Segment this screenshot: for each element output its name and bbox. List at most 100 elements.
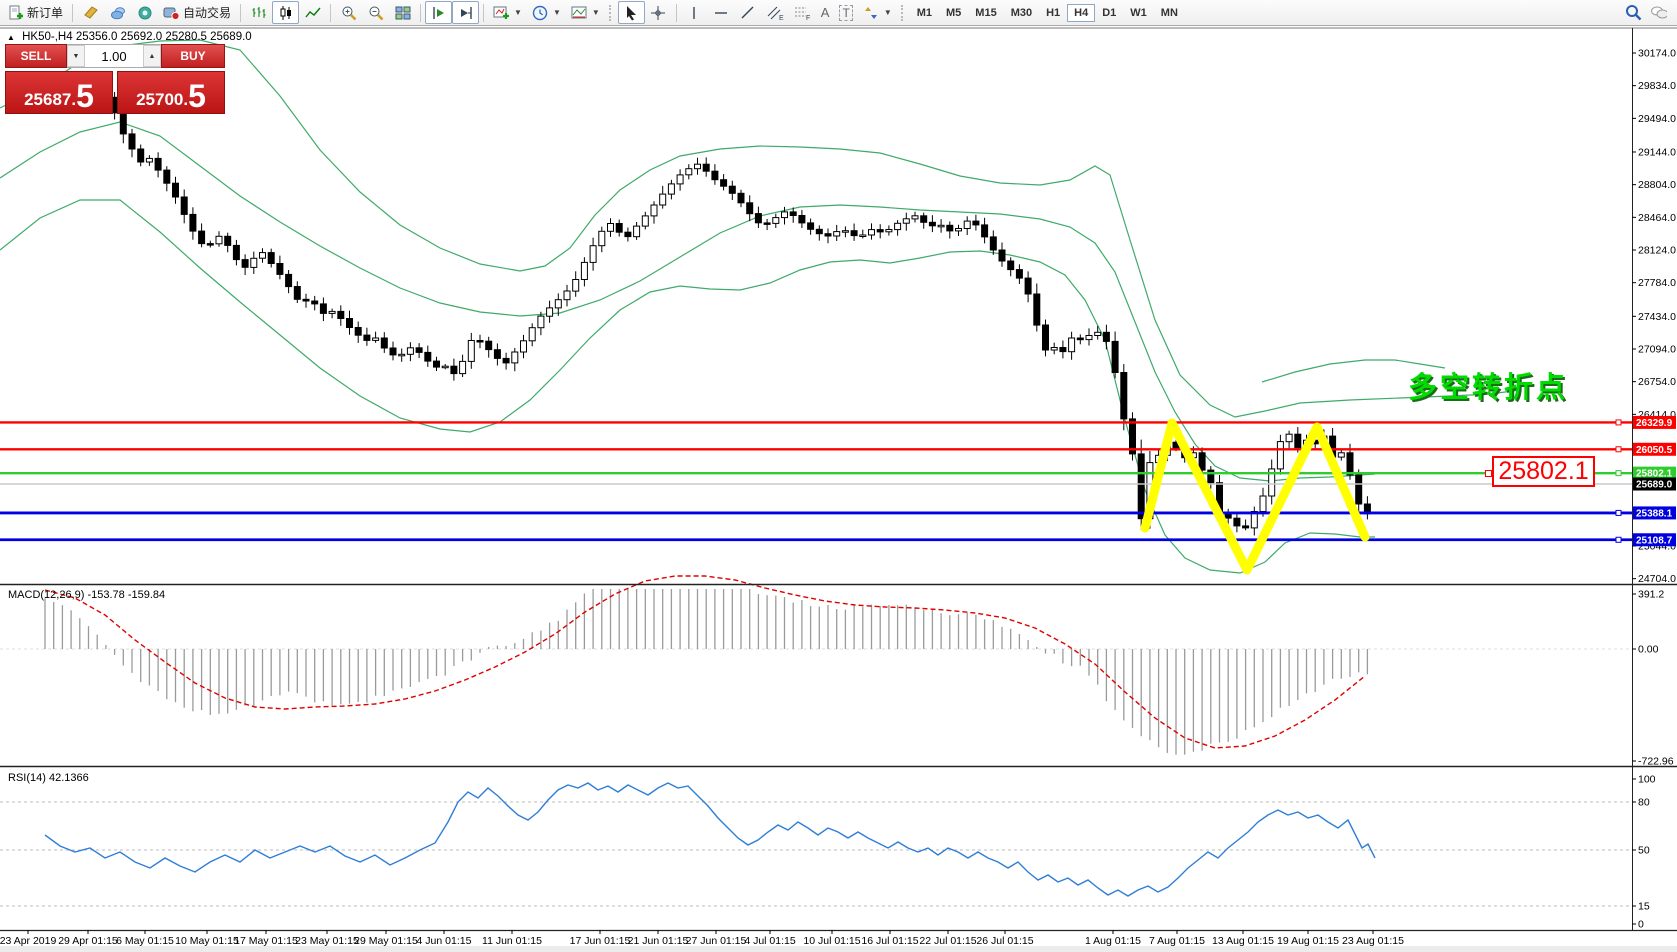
svg-text:E: E	[779, 15, 784, 21]
timeframe-m15[interactable]: M15	[975, 6, 997, 19]
svg-text:22 Jul 01:15: 22 Jul 01:15	[919, 935, 976, 947]
svg-text:10 May 01:15: 10 May 01:15	[175, 935, 239, 947]
bid-price-dot: .	[71, 90, 77, 109]
svg-text:0.00: 0.00	[1638, 644, 1659, 656]
svg-text:24704.0: 24704.0	[1638, 573, 1676, 585]
trendline-button[interactable]	[735, 1, 762, 24]
svg-text:4 Jun 01:15: 4 Jun 01:15	[417, 935, 472, 947]
candles-layer	[41, 85, 1371, 536]
price-target-box[interactable]: 25802.1	[1492, 456, 1595, 487]
auto-scroll-button[interactable]	[425, 1, 453, 24]
chart-shift-icon	[457, 4, 474, 21]
svg-text:27094.0: 27094.0	[1638, 343, 1676, 355]
ask-price-pips: 5	[188, 78, 206, 114]
tile-windows-button[interactable]	[389, 1, 416, 24]
search-icon[interactable]	[1625, 4, 1642, 21]
templates-button[interactable]: ▼	[566, 1, 605, 24]
bar-chart-button[interactable]	[245, 1, 272, 24]
shapes-button[interactable]: ▼	[858, 1, 897, 24]
volume-down-button[interactable]: ▼	[67, 45, 85, 67]
timeframe-h4[interactable]: H4	[1067, 3, 1096, 22]
svg-text:6 May 01:15: 6 May 01:15	[116, 935, 174, 947]
autotrading-button[interactable]: 自动交易	[158, 1, 236, 24]
sell-button[interactable]: SELL	[5, 44, 67, 68]
volume-up-button[interactable]: ▲	[143, 45, 161, 67]
template-icon	[571, 4, 588, 21]
svg-text:17 Jun 01:15: 17 Jun 01:15	[570, 935, 631, 947]
svg-text:100: 100	[1638, 774, 1656, 786]
new-order-button[interactable]: 新订单	[2, 1, 68, 24]
line-chart-button[interactable]	[299, 1, 326, 24]
crosshair-button[interactable]	[645, 1, 672, 24]
chevron-down-icon: ▼	[591, 8, 600, 17]
svg-text:25388.1: 25388.1	[1636, 508, 1673, 519]
autotrading-label: 自动交易	[183, 6, 232, 20]
autotrading-icon	[163, 4, 180, 21]
chevron-down-icon: ▼	[514, 8, 522, 17]
svg-text:0: 0	[1638, 919, 1644, 931]
toolbar-grip[interactable]	[608, 4, 614, 21]
equidistant-channel-icon: E	[767, 4, 784, 21]
terminal-button[interactable]	[131, 1, 158, 24]
timeframe-m30[interactable]: M30	[1010, 6, 1033, 19]
zigzag-annotation[interactable]	[1140, 418, 1370, 575]
svg-text:25802.1: 25802.1	[1636, 469, 1673, 480]
timeframe-m5[interactable]: M5	[946, 6, 962, 19]
svg-text:27434.0: 27434.0	[1638, 311, 1676, 323]
bid-price-panel[interactable]: 25687. 5	[5, 71, 113, 114]
periods-button[interactable]: ▼	[527, 1, 566, 24]
chart-shift-button[interactable]	[452, 1, 480, 24]
channel-button[interactable]: E	[762, 1, 789, 24]
market-watch-button[interactable]	[77, 1, 104, 24]
svg-text:29144.0: 29144.0	[1638, 146, 1676, 158]
navigator-button[interactable]	[104, 1, 131, 24]
chart-window-header: ▲ HK50-,H4 25356.0 25692.0 25280.5 25689…	[7, 31, 252, 43]
timeframe-mn[interactable]: MN	[1160, 6, 1178, 19]
timeframe-w1[interactable]: W1	[1130, 6, 1147, 19]
new-chart-button[interactable]: ▼	[488, 1, 527, 24]
svg-text:23 Apr 2019: 23 Apr 2019	[0, 935, 56, 947]
collapse-triangle-icon[interactable]: ▲	[7, 33, 15, 42]
svg-text:28124.0: 28124.0	[1638, 245, 1676, 257]
svg-text:23 May 01:15: 23 May 01:15	[295, 935, 359, 947]
cursor-button[interactable]	[617, 1, 645, 24]
bottom-edge-strip	[0, 946, 1677, 952]
horizontal-lines-layer[interactable]	[0, 419, 1632, 543]
bollinger-bands-layer	[0, 39, 1521, 574]
zoom-out-button[interactable]	[362, 1, 389, 24]
svg-text:80: 80	[1638, 797, 1650, 809]
market-watch-icon	[82, 4, 99, 21]
zoom-in-button[interactable]	[335, 1, 362, 24]
indicator-axes[interactable]: 391.2 0.00 -722.96 100 80 50 15 0	[1632, 589, 1674, 931]
text-tool-button[interactable]: A	[816, 1, 835, 24]
symbol-period-label: HK50-,H4	[22, 31, 73, 43]
macd-panel-layer	[0, 575, 1632, 755]
chat-icon[interactable]	[1650, 4, 1667, 21]
ask-price-panel[interactable]: 25700. 5	[117, 71, 225, 114]
turning-point-annotation[interactable]: 多空转折点	[1408, 372, 1569, 404]
svg-text:29 May 01:15: 29 May 01:15	[354, 935, 418, 947]
buy-button[interactable]: BUY	[161, 44, 225, 68]
price-box-anchor-handle[interactable]	[1485, 470, 1492, 477]
label-tool-button[interactable]: T	[834, 1, 857, 24]
rsi-panel-layer	[0, 782, 1632, 907]
timeframe-m1[interactable]: M1	[916, 6, 933, 19]
price-axis[interactable]: 30174.0 29834.0 29494.0 29144.0 28804.0 28464…	[1632, 48, 1676, 586]
bar-chart-icon	[250, 4, 267, 21]
volume-input[interactable]: 1.00	[101, 48, 127, 64]
time-axis[interactable]: 23 Apr 2019 29 Apr 01:156 May 01:15 10 May…	[0, 930, 1404, 947]
timeframe-d1[interactable]: D1	[1102, 6, 1117, 19]
fibonacci-button[interactable]: F	[789, 1, 816, 24]
new-chart-icon	[493, 4, 510, 21]
ohlc-values-label: 25356.0 25692.0 25280.5 25689.0	[75, 31, 252, 43]
line-chart-icon	[304, 4, 321, 21]
candlestick-chart-button[interactable]	[272, 1, 300, 24]
ask-price-dot: .	[183, 90, 189, 109]
toolbar-grip[interactable]	[900, 4, 906, 21]
clock-icon	[532, 4, 549, 21]
timeframe-h1[interactable]: H1	[1046, 6, 1061, 19]
vertical-line-button[interactable]	[681, 1, 708, 24]
terminal-icon	[136, 4, 153, 21]
svg-text:4 Jul 01:15: 4 Jul 01:15	[744, 935, 796, 947]
horizontal-line-button[interactable]	[708, 1, 735, 24]
